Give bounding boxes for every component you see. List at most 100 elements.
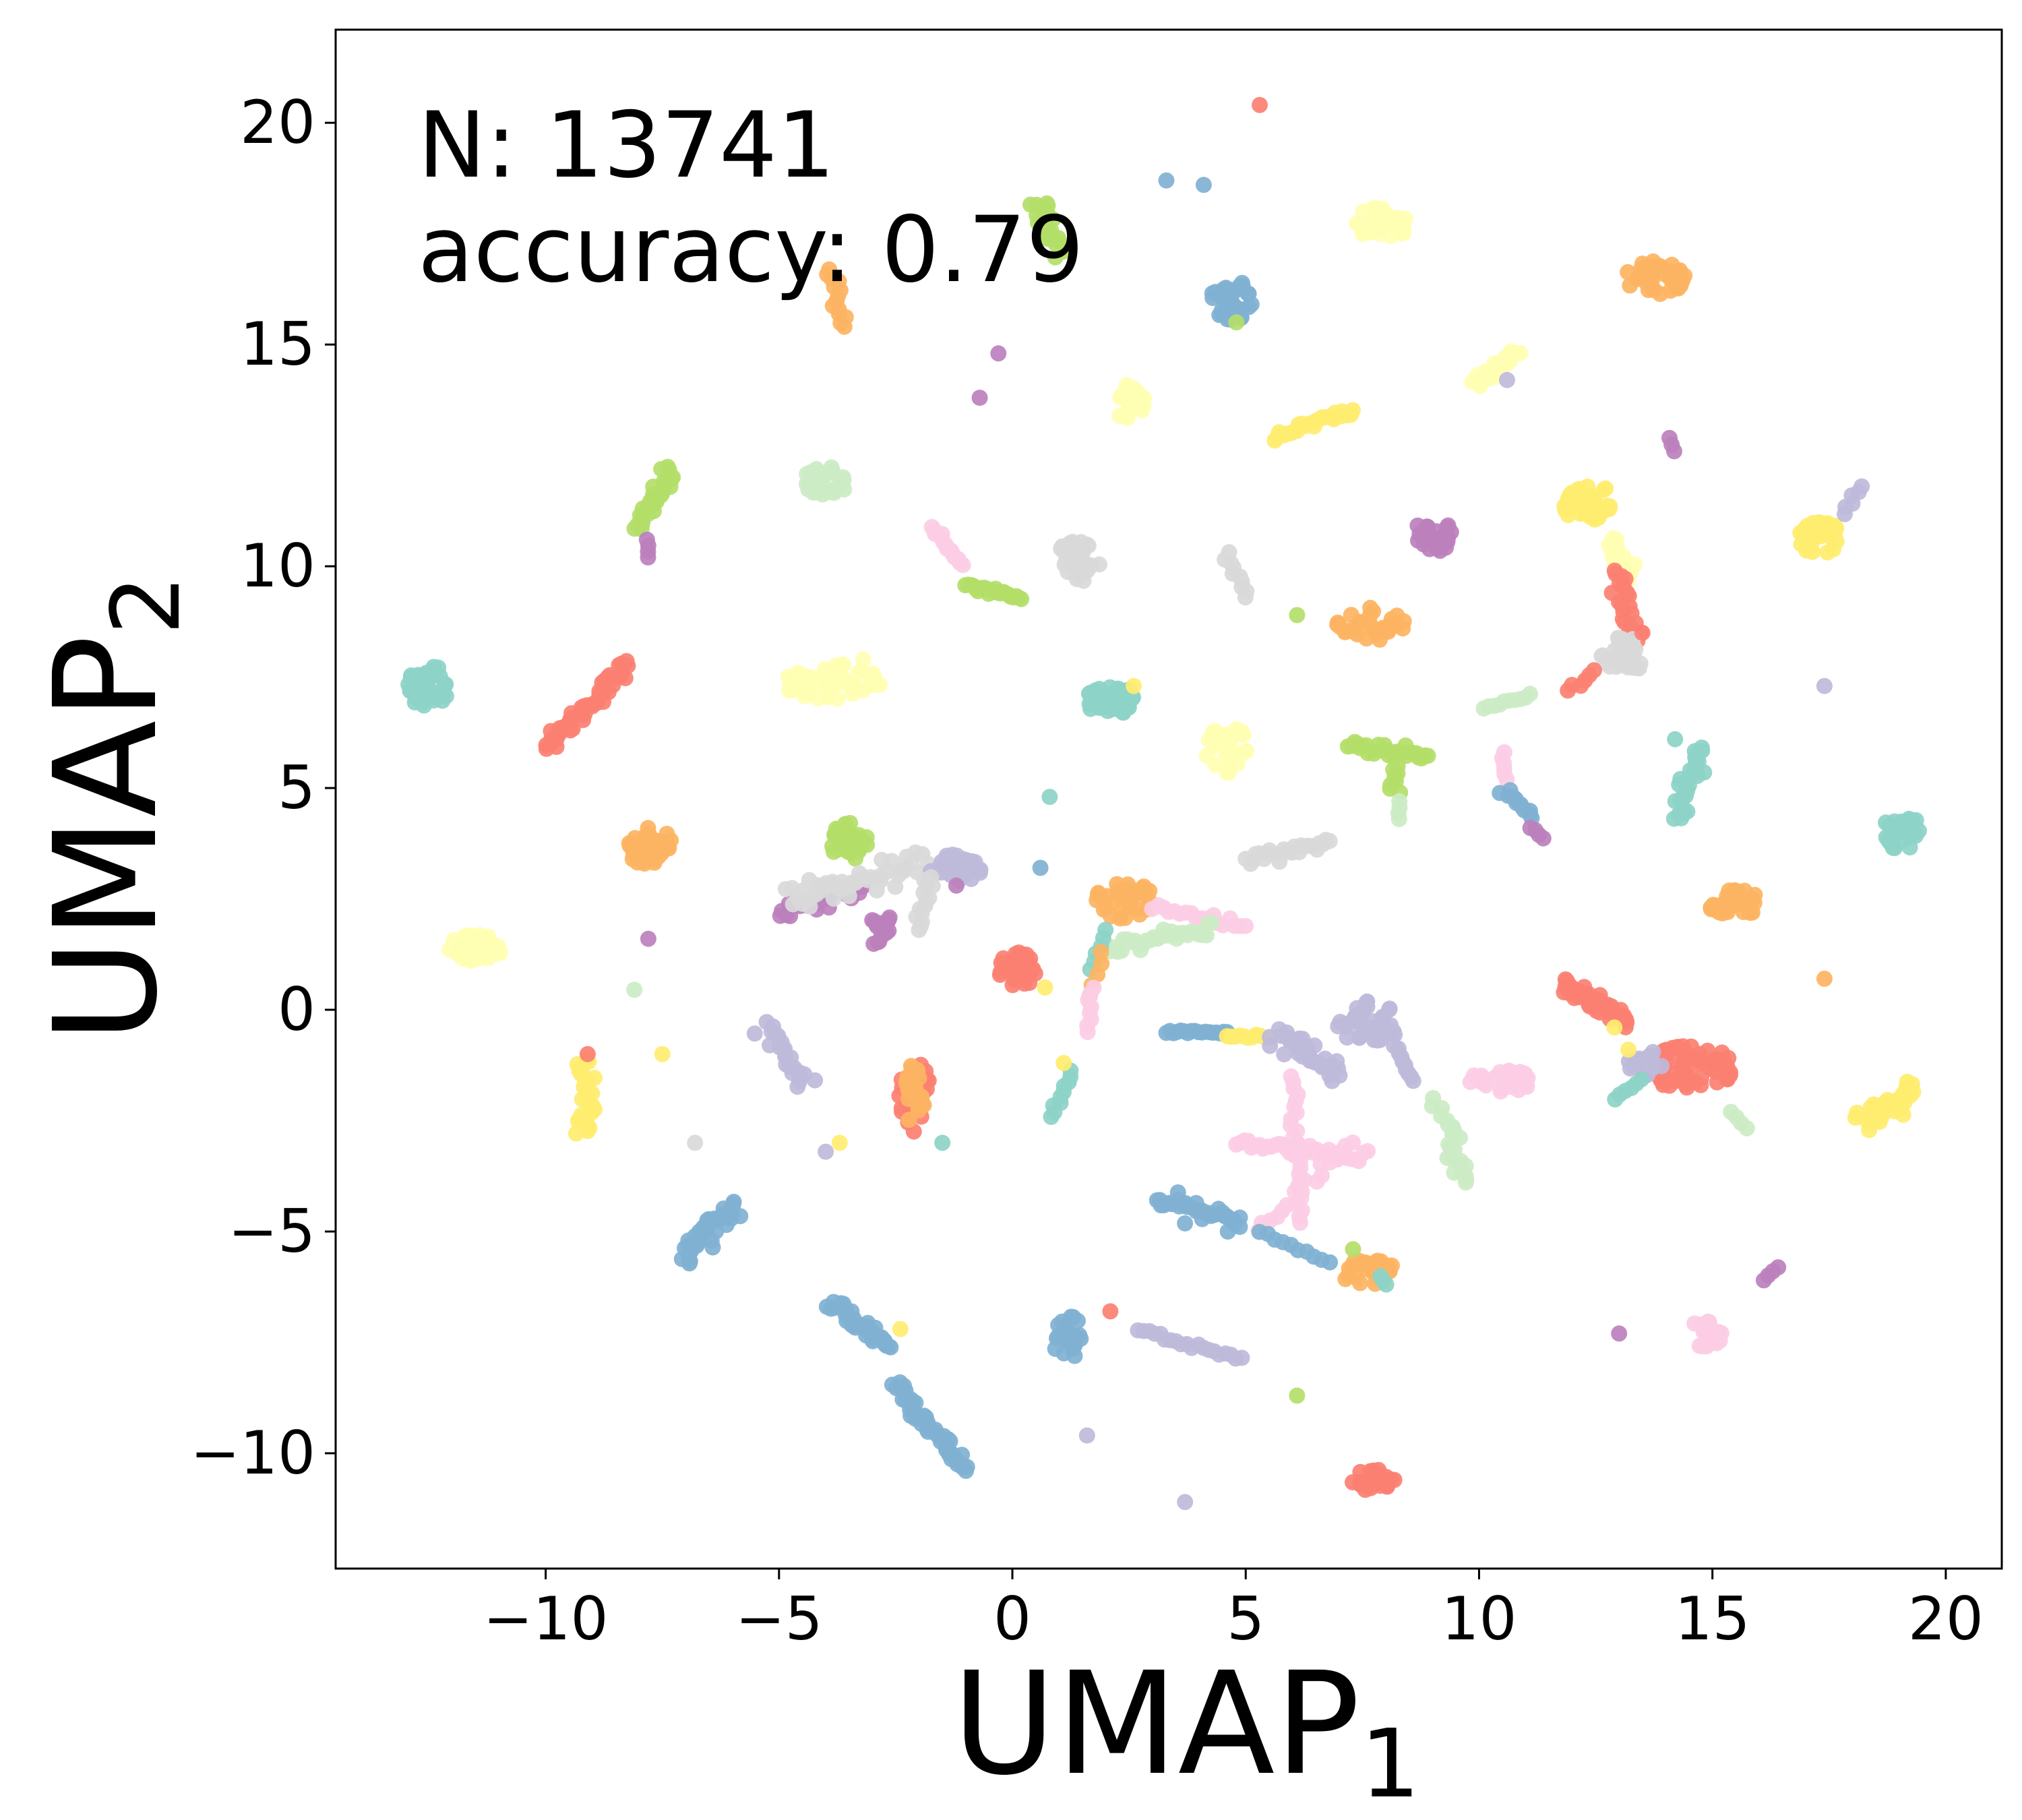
x-tick-label: −5	[735, 1584, 823, 1654]
data-point	[1203, 914, 1220, 931]
x-axis-title: UMAP1	[952, 1641, 1420, 1819]
data-point	[1102, 1303, 1119, 1320]
data-point	[1803, 518, 1820, 534]
data-point	[1535, 830, 1552, 847]
data-point	[1611, 1325, 1628, 1342]
data-point	[831, 1134, 848, 1151]
data-point	[1204, 725, 1221, 742]
data-point	[412, 689, 429, 706]
data-point	[1560, 507, 1576, 524]
data-point	[1060, 564, 1076, 580]
data-point	[1897, 824, 1913, 841]
data-point	[1560, 490, 1577, 507]
data-point	[400, 676, 417, 693]
data-point	[1816, 677, 1833, 694]
data-point	[1667, 1040, 1684, 1056]
data-point	[834, 825, 851, 841]
y-tick-label: 15	[240, 309, 315, 379]
data-point	[1233, 1349, 1250, 1366]
data-point	[1633, 1058, 1650, 1075]
data-point	[1109, 876, 1126, 892]
data-point	[1109, 688, 1126, 704]
data-point	[900, 1081, 917, 1098]
data-point	[1380, 216, 1397, 233]
data-point	[1345, 1241, 1361, 1258]
data-point	[1289, 1196, 1306, 1213]
data-point	[1345, 1134, 1361, 1151]
data-point	[855, 651, 871, 668]
data-point	[1388, 607, 1405, 624]
data-point	[1701, 1314, 1717, 1331]
data-point	[1262, 1037, 1279, 1054]
data-point	[847, 850, 864, 867]
y-tick-label: 5	[278, 753, 315, 822]
data-point	[892, 1321, 909, 1337]
data-point	[1620, 264, 1636, 280]
data-point	[818, 1143, 834, 1160]
data-point	[836, 318, 853, 335]
data-point	[1419, 748, 1436, 764]
x-axis-title-subscript: 1	[1360, 1709, 1420, 1819]
data-point	[1055, 1055, 1072, 1071]
data-point	[1634, 624, 1651, 641]
data-point	[1331, 1067, 1348, 1084]
x-tick-label: 5	[1227, 1584, 1264, 1654]
data-point	[441, 941, 458, 958]
data-point	[1339, 1029, 1355, 1046]
data-point	[967, 853, 983, 870]
x-tick-label: 15	[1675, 1584, 1750, 1654]
data-point	[579, 1045, 596, 1062]
data-point	[1666, 443, 1682, 460]
data-point	[479, 950, 496, 967]
data-point	[654, 838, 671, 855]
data-point	[1378, 1276, 1395, 1293]
data-point	[789, 1079, 806, 1095]
y-tick-label: −5	[228, 1196, 315, 1266]
svg-text:UMAP1: UMAP1	[952, 1641, 1420, 1819]
data-point	[823, 459, 840, 476]
data-point	[855, 837, 871, 853]
data-point	[1252, 96, 1268, 113]
data-point	[1770, 1259, 1787, 1276]
data-point	[1296, 1172, 1313, 1188]
data-point	[586, 1070, 603, 1086]
data-point	[800, 481, 817, 497]
data-point	[490, 938, 506, 954]
data-point	[1411, 526, 1428, 543]
data-point	[1231, 1219, 1248, 1236]
data-point	[1289, 607, 1306, 624]
annotation-n-count: N: 13741	[418, 92, 835, 198]
data-point	[1719, 1071, 1736, 1088]
scatter-points	[400, 96, 1927, 1511]
data-point	[1610, 630, 1627, 646]
data-point	[1570, 481, 1587, 497]
data-point	[1667, 731, 1684, 748]
data-point	[1512, 344, 1529, 361]
y-tick-label: −10	[190, 1418, 315, 1488]
data-point	[971, 390, 988, 406]
data-point	[626, 981, 643, 998]
data-point	[1018, 946, 1035, 963]
data-point	[1237, 917, 1254, 934]
y-tick-label: 10	[240, 531, 315, 601]
data-point	[900, 1112, 917, 1128]
data-point	[1504, 1071, 1521, 1088]
y-axis-title-subscript: 2	[92, 575, 202, 635]
data-point	[1237, 589, 1254, 606]
data-point	[787, 670, 803, 687]
data-point	[1079, 1024, 1096, 1040]
data-point	[1637, 274, 1654, 291]
data-point	[1611, 648, 1628, 664]
data-point	[871, 933, 888, 950]
data-point	[1094, 890, 1111, 907]
data-point	[1688, 1056, 1705, 1073]
data-point	[1629, 660, 1646, 677]
data-point	[1885, 821, 1901, 837]
data-point	[1620, 1041, 1637, 1058]
data-point	[1522, 686, 1539, 702]
data-point	[746, 1025, 763, 1042]
data-point	[1379, 1478, 1396, 1495]
data-point	[1390, 811, 1407, 828]
data-point	[1032, 859, 1049, 876]
y-tick-label: 20	[240, 88, 315, 157]
